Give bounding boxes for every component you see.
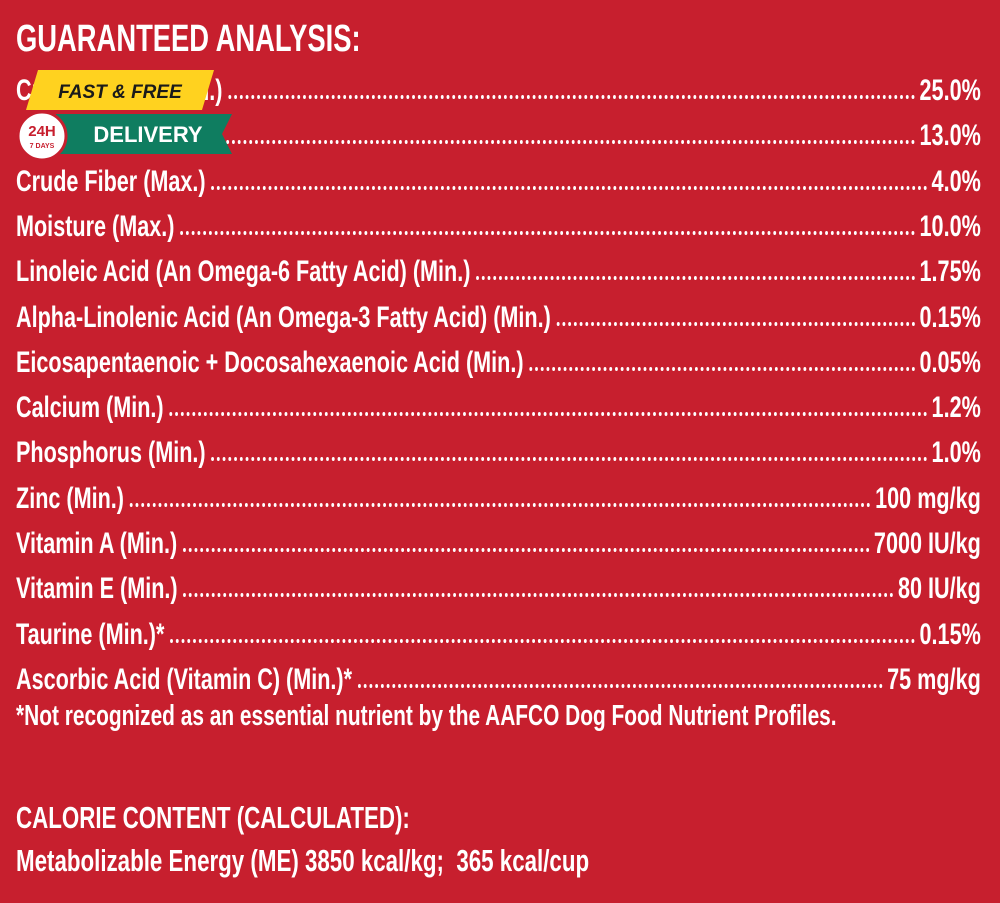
nutrient-value: 0.15% [919,617,981,651]
nutrient-row: Linoleic Acid (An Omega-6 Fatty Acid) (M… [16,249,981,289]
nutrient-value: 100 mg/kg [875,481,981,515]
nutrient-row: Vitamin A (Min.) 7000 IU/kg [16,521,981,561]
nutrient-label: Phosphorus (Min.) [16,436,206,470]
nutrient-value: 0.15% [919,300,981,334]
dot-leader [182,548,870,552]
nutrient-label: Vitamin E (Min.) [16,572,178,606]
dot-leader [211,185,928,190]
nutrient-value: 1.0% [931,436,981,470]
calorie-title: CALORIE CONTENT (CALCULATED): [16,800,410,835]
nutrient-row: Calcium (Min.) 1.2% [16,385,981,425]
nutrient-value: 1.75% [919,255,981,289]
nutrient-value: 1.2% [931,391,981,425]
title: GUARANTEED ANALYSIS: [16,18,361,60]
dot-leader [357,683,883,688]
nutrient-label: Crude Fiber (Max.) [16,164,206,198]
badge-hours: 24H [28,123,56,140]
dot-leader [180,230,916,235]
nutrient-value: 75 mg/kg [887,662,981,696]
nutrient-row: Zinc (Min.) 100 mg/kg [16,476,981,516]
delivery-badge: FAST & FREE DELIVERY 24H 7 DAYS [16,70,232,162]
nutrient-value: 80 IU/kg [897,572,981,606]
nutrient-label: Taurine (Min.)* [16,617,165,651]
nutrient-value: 0.05% [919,345,981,379]
dot-leader [211,457,928,462]
nutrient-label: Vitamin A (Min.) [16,527,178,560]
nutrient-label: Zinc (Min.) [16,481,124,515]
nutrient-value: 25.0% [919,74,981,107]
badge-bottom-text: DELIVERY [93,122,203,147]
nutrient-label: Eicosapentaenoic + Docosahexaenoic Acid … [16,345,524,379]
dot-leader [183,593,894,598]
nutrient-value: 13.0% [919,119,981,153]
nutrient-row: Ascorbic Acid (Vitamin C) (Min.)* 75 mg/k… [16,657,981,697]
nutrient-value: 10.0% [919,209,981,243]
nutrient-row: Crude Fiber (Max.) 4.0% [16,159,981,199]
nutrient-label: Alpha-Linolenic Acid (An Omega-3 Fatty A… [16,300,551,334]
nutrient-label: Linoleic Acid (An Omega-6 Fatty Acid) (M… [16,255,471,289]
dot-leader [556,321,916,326]
nutrient-label: Calcium (Min.) [16,391,164,425]
dot-leader [169,412,928,417]
dot-leader [186,140,916,145]
dot-leader [129,502,871,507]
analysis-panel: GUARANTEED ANALYSIS: Crude Protein (Min.… [16,0,981,878]
badge-circle [16,110,68,162]
dot-leader [476,276,916,281]
footnote: *Not recognized as an essential nutrient… [16,700,837,732]
dot-leader [529,366,916,371]
nutrient-value: 7000 IU/kg [873,527,981,560]
dot-leader [170,638,916,643]
nutrient-value: 4.0% [931,164,981,198]
nutrient-row: Alpha-Linolenic Acid (An Omega-3 Fatty A… [16,295,981,335]
nutrient-row: Taurine (Min.)* 0.15% [16,612,981,652]
badge-top-shape [26,70,214,110]
nutrient-row: Eicosapentaenoic + Docosahexaenoic Acid … [16,340,981,380]
nutrient-label: Ascorbic Acid (Vitamin C) (Min.)* [16,662,353,696]
nutrient-row: Phosphorus (Min.) 1.0% [16,430,981,470]
nutrient-label: Moisture (Max.) [16,209,175,243]
dot-leader [228,95,916,99]
badge-days: 7 DAYS [30,143,55,150]
nutrient-row: Vitamin E (Min.) 80 IU/kg [16,566,981,606]
nutrient-row: Moisture (Max.) 10.0% [16,204,981,244]
calorie-text: Metabolizable Energy (ME) 3850 kcal/kg; … [16,843,590,878]
badge-bottom-shape [56,114,232,154]
badge-top-text: FAST & FREE [58,82,183,103]
